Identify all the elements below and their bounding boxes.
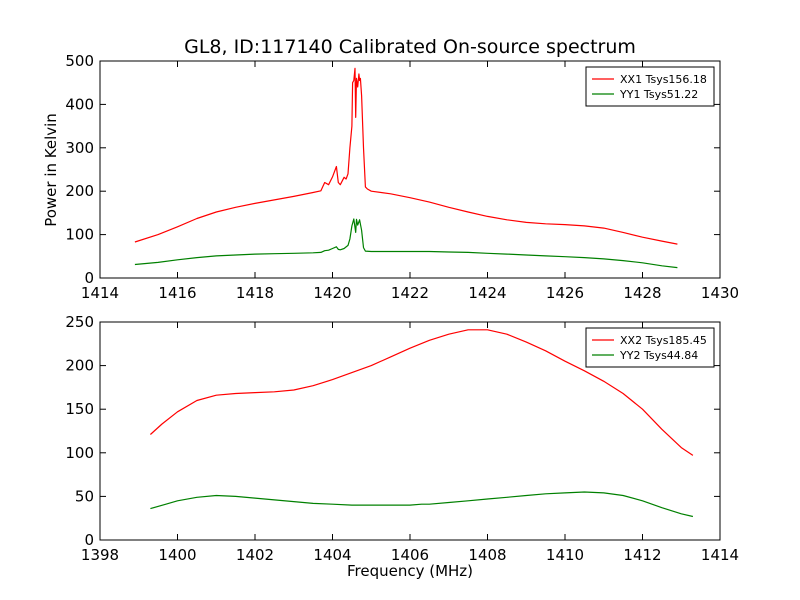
x-tick-label: 1410 [546, 546, 584, 564]
x-tick-label: 1400 [158, 546, 196, 564]
x-tick-label: 1414 [81, 284, 119, 302]
y-tick-label: 300 [65, 139, 94, 157]
legend-label: YY1 Tsys51.22 [619, 88, 698, 101]
y-tick-label: 250 [65, 313, 94, 331]
x-tick-label: 1406 [391, 546, 429, 564]
y-tick-label: 150 [65, 400, 94, 418]
bottom-spectrum-plot: 1398 1400 1402 1404 1406 1408 1410 1412 1414 0 50 1… [65, 313, 739, 564]
x-tick-label: 1430 [701, 284, 739, 302]
x-tick-label: 1398 [81, 546, 119, 564]
legend-label: YY2 Tsys44.84 [619, 349, 698, 362]
x-tick-label: 1424 [468, 284, 506, 302]
x-tick-label: 1416 [158, 284, 196, 302]
x-tick-label: 1418 [236, 284, 274, 302]
x-tick-label: 1428 [623, 284, 661, 302]
x-tick-label: 1404 [313, 546, 351, 564]
x-tick-label: 1408 [468, 546, 506, 564]
x-axis-label: Frequency (MHz) [347, 562, 473, 580]
y-tick-label: 400 [65, 95, 94, 113]
y-tick-label: 200 [65, 357, 94, 375]
y-tick-label: 50 [75, 487, 94, 505]
y-tick-label: 0 [84, 269, 94, 287]
legend-label: XX1 Tsys156.18 [620, 73, 707, 86]
legend-box [585, 66, 715, 107]
series-line-yy-plot-2 [150, 491, 694, 518]
x-tick-label: 1414 [701, 546, 739, 564]
y-tick-label: 0 [84, 531, 94, 549]
x-tick-label: 1402 [236, 546, 274, 564]
y-tick-label: 100 [65, 226, 94, 244]
y-axis-label: Power in Kelvin [42, 113, 60, 227]
legend-label: XX2 Tsys185.45 [620, 334, 707, 347]
chart-title: GL8, ID:117140 Calibrated On-source spec… [184, 36, 636, 58]
series-line-xx-plot-1 [134, 67, 678, 245]
series-line-xx-plot-2 [149, 329, 694, 456]
legend-box [585, 327, 715, 368]
y-tick-label: 500 [65, 52, 94, 70]
x-tick-label: 1422 [391, 284, 429, 302]
top-spectrum-plot: 1414 1416 1418 1420 1422 1424 1426 1428 1430 0 100… [65, 52, 739, 302]
x-tick-label: 1426 [546, 284, 584, 302]
x-tick-label: 1420 [313, 284, 351, 302]
series-line-yy-plot-1 [134, 218, 678, 269]
y-tick-label: 100 [65, 444, 94, 462]
y-tick-label: 200 [65, 182, 94, 200]
x-tick-label: 1412 [623, 546, 661, 564]
